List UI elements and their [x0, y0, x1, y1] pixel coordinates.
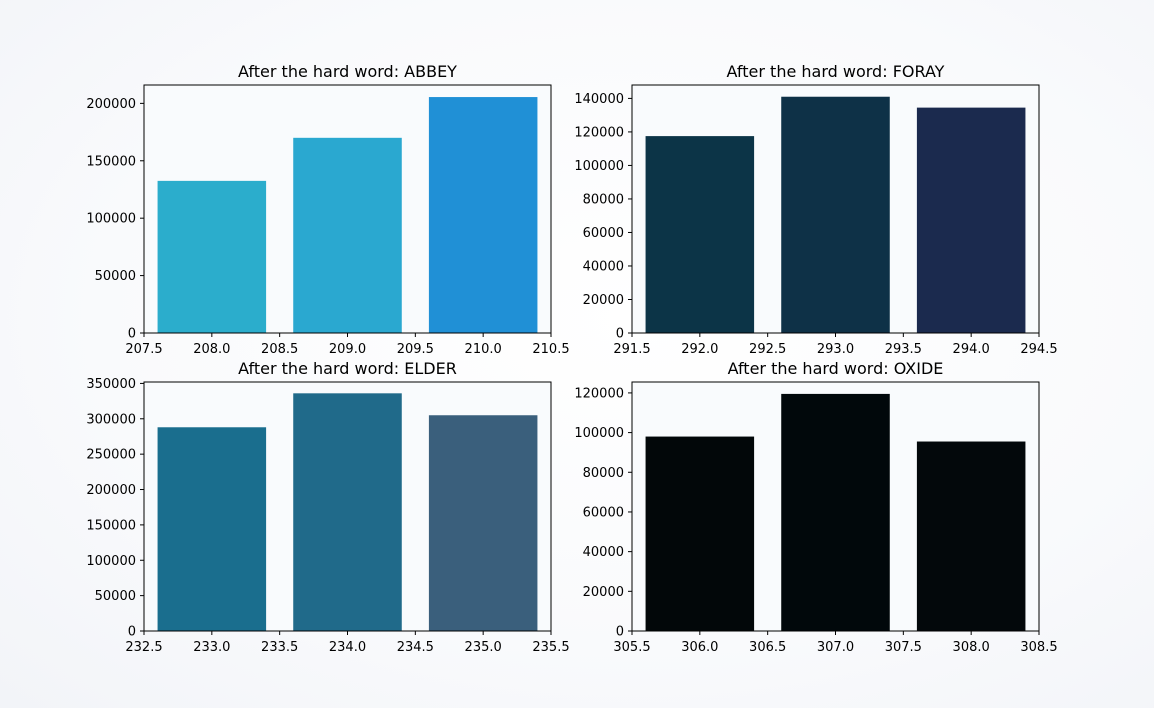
chart-title: After the hard word: ABBEY: [238, 62, 457, 81]
y-tick-label: 20000: [583, 293, 624, 308]
x-tick-label: 209.0: [329, 342, 366, 357]
y-tick-label: 250000: [86, 448, 136, 463]
bar: [428, 415, 538, 631]
x-tick-label: 234.5: [397, 640, 434, 655]
bar: [645, 436, 755, 631]
y-tick-label: 150000: [86, 518, 136, 533]
x-tick-label: 292.5: [749, 342, 786, 357]
x-tick-label: 235.0: [465, 640, 502, 655]
x-tick-label: 233.0: [193, 640, 230, 655]
x-tick-label: 305.5: [613, 640, 650, 655]
bar: [157, 427, 267, 631]
y-tick-label: 0: [128, 327, 136, 342]
subplot-3: After the hard word: ELDER 232.5 233.0 233.…: [86, 359, 569, 655]
bar: [157, 180, 267, 333]
x-tick-label: 210.5: [532, 342, 569, 357]
y-tick-label: 0: [616, 327, 624, 342]
x-tick-label: 207.5: [125, 342, 162, 357]
subplot-2: After the hard word: FORAY 291.5 292.0 292.…: [574, 62, 1057, 357]
bar: [916, 107, 1026, 334]
x-tick-label: 234.0: [329, 640, 366, 655]
x-tick-label: 292.0: [681, 342, 718, 357]
y-tick-label: 0: [616, 625, 624, 640]
x-tick-label: 233.5: [261, 640, 298, 655]
y-tick-label: 60000: [583, 226, 624, 241]
x-tick-label: 308.5: [1020, 640, 1057, 655]
y-tick-label: 300000: [86, 412, 136, 427]
x-tick-label: 294.0: [953, 342, 990, 357]
chart-title: After the hard word: OXIDE: [728, 359, 944, 378]
x-tick-label: 306.0: [681, 640, 718, 655]
x-tick-label: 291.5: [613, 342, 650, 357]
y-tick-label: 200000: [86, 97, 136, 112]
y-tick-label: 80000: [583, 466, 624, 481]
x-tick-label: 208.5: [261, 342, 298, 357]
y-tick-label: 50000: [95, 589, 136, 604]
bar: [781, 96, 890, 333]
bar: [916, 441, 1026, 631]
y-tick-label: 120000: [574, 125, 624, 140]
x-tick-label: 293.5: [885, 342, 922, 357]
y-tick-label: 100000: [574, 159, 624, 174]
chart-title: After the hard word: ELDER: [238, 359, 457, 378]
x-tick-label: 209.5: [397, 342, 434, 357]
y-tick-label: 50000: [95, 269, 136, 284]
y-tick-label: 140000: [574, 92, 624, 107]
x-tick-label: 307.5: [885, 640, 922, 655]
chart-title: After the hard word: FORAY: [727, 62, 945, 81]
y-tick-label: 120000: [574, 386, 624, 401]
y-tick-label: 350000: [86, 377, 136, 392]
bar: [645, 136, 755, 333]
x-tick-label: 293.0: [817, 342, 854, 357]
y-tick-label: 40000: [583, 259, 624, 274]
bar: [293, 137, 402, 333]
y-tick-label: 100000: [574, 426, 624, 441]
y-tick-label: 150000: [86, 154, 136, 169]
y-tick-label: 200000: [86, 483, 136, 498]
x-tick-label: 308.0: [953, 640, 990, 655]
y-tick-label: 100000: [86, 212, 136, 227]
x-tick-label: 232.5: [125, 640, 162, 655]
y-tick-label: 60000: [583, 505, 624, 520]
subplot-1: After the hard word: ABBEY 207.5 208.0 208.…: [86, 62, 569, 357]
subplot-4: After the hard word: OXIDE 305.5 306.0 306.…: [574, 359, 1057, 655]
bar: [781, 393, 890, 631]
x-tick-label: 235.5: [532, 640, 569, 655]
x-tick-label: 307.0: [817, 640, 854, 655]
y-tick-label: 40000: [583, 545, 624, 560]
bar: [293, 393, 402, 631]
x-tick-label: 294.5: [1020, 342, 1057, 357]
x-tick-label: 210.0: [465, 342, 502, 357]
y-tick-label: 20000: [583, 585, 624, 600]
x-tick-label: 208.0: [193, 342, 230, 357]
y-tick-label: 80000: [583, 192, 624, 207]
x-tick-label: 306.5: [749, 640, 786, 655]
y-tick-label: 100000: [86, 554, 136, 569]
bar: [428, 97, 538, 333]
y-tick-label: 0: [128, 625, 136, 640]
